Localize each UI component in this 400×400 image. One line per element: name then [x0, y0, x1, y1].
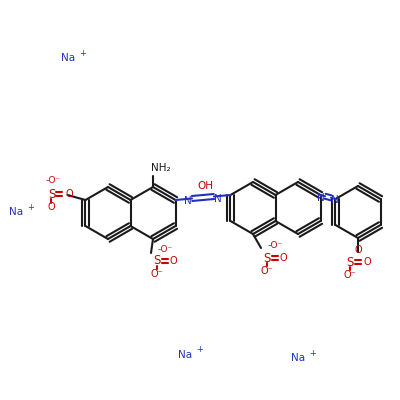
- Text: S: S: [346, 256, 354, 268]
- Text: Na: Na: [61, 53, 75, 63]
- Text: S: S: [153, 254, 161, 268]
- Text: Na: Na: [291, 353, 305, 363]
- Text: O: O: [280, 253, 288, 263]
- Text: -O⁻: -O⁻: [267, 242, 283, 250]
- Text: S: S: [263, 252, 271, 264]
- Text: +: +: [196, 346, 203, 354]
- Text: O: O: [48, 202, 55, 212]
- Text: O: O: [354, 245, 362, 255]
- Text: S: S: [48, 188, 55, 200]
- Text: O: O: [363, 257, 371, 267]
- Text: O⁻: O⁻: [344, 270, 356, 280]
- Text: OH: OH: [198, 181, 214, 191]
- Text: +: +: [79, 48, 86, 58]
- Text: -O⁻: -O⁻: [46, 176, 61, 184]
- Text: Na: Na: [9, 207, 23, 217]
- Text: O: O: [66, 189, 73, 199]
- Text: N: N: [317, 193, 325, 203]
- Text: -O⁻: -O⁻: [157, 244, 173, 254]
- Text: O⁻: O⁻: [261, 266, 273, 276]
- Text: NH₂: NH₂: [151, 163, 171, 173]
- Text: +: +: [27, 202, 34, 212]
- Text: N: N: [184, 196, 192, 206]
- Text: O: O: [170, 256, 178, 266]
- Text: O⁻: O⁻: [151, 269, 163, 279]
- Text: +: +: [309, 348, 316, 358]
- Text: N: N: [214, 194, 222, 204]
- Text: N: N: [331, 195, 339, 205]
- Text: Na: Na: [178, 350, 192, 360]
